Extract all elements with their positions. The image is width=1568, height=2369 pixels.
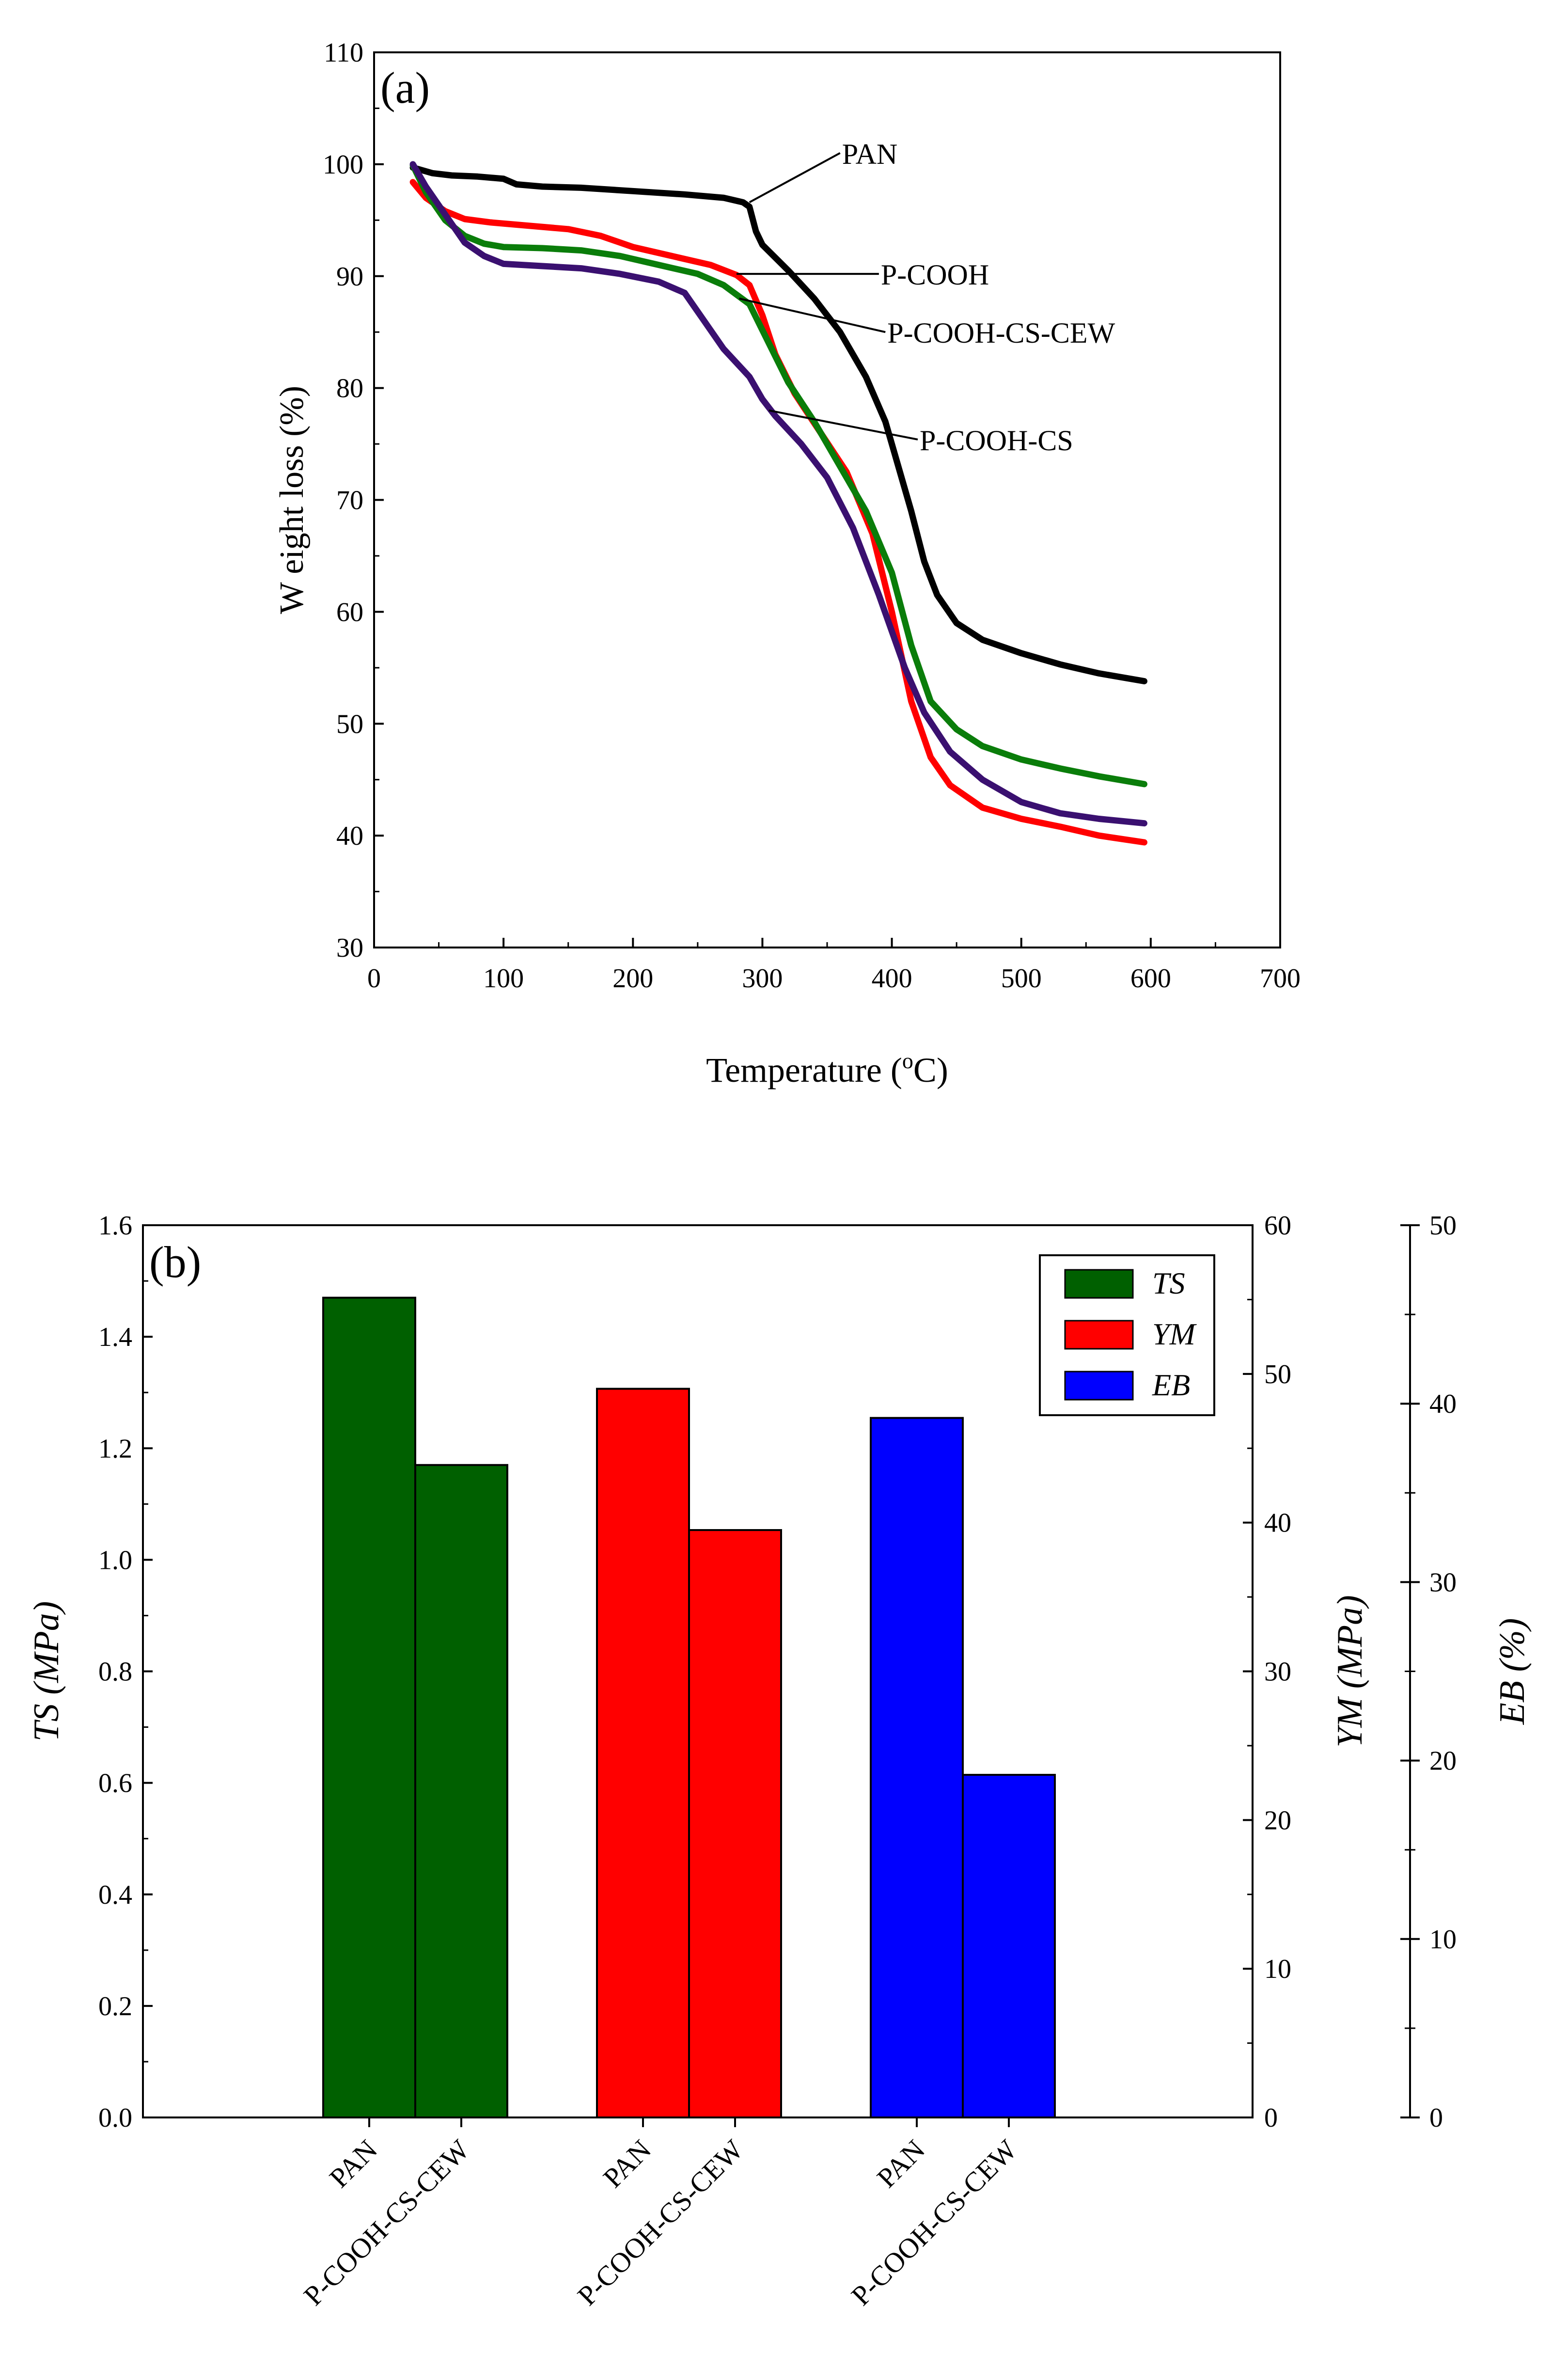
ym-axis-title: YM (MPa) <box>1330 1595 1370 1747</box>
legend-label: EB <box>1152 1368 1190 1402</box>
ts-tick-label: 1.0 <box>98 1545 132 1575</box>
series-line-p-cooh-cs-cew <box>409 162 1147 788</box>
series-line-p-cooh-cs <box>409 161 1147 827</box>
series-line-p-cooh <box>409 179 1147 846</box>
y-tick-label: 110 <box>324 38 363 68</box>
annotation-label: PAN <box>842 138 898 170</box>
x-tick-label: 0 <box>367 963 381 994</box>
ts-tick-label: 0.4 <box>98 1880 132 1910</box>
x-tick-label: 600 <box>1130 963 1171 994</box>
y-tick-label: 100 <box>323 150 363 180</box>
panel-label: (b) <box>149 1237 201 1287</box>
y-tick-label: 30 <box>336 933 363 963</box>
mechanical-properties-chart: 0.0 0.2 0.4 0.6 0.8 1.0 1.2 1.4 1.6 0 10 20 30 40 50 60… <box>27 1211 1532 2311</box>
y-tick-label: 40 <box>336 821 363 851</box>
eb-tick-label: 40 <box>1429 1389 1457 1419</box>
bar-ym-pan <box>596 1388 690 2118</box>
ym-tick-label: 20 <box>1264 1805 1291 1835</box>
eb-tick-label: 50 <box>1429 1211 1457 1241</box>
ym-tick-label: 10 <box>1264 1954 1291 1984</box>
ym-tick-label: 30 <box>1264 1657 1291 1687</box>
legend-label: YM <box>1152 1317 1197 1351</box>
annotation-leader <box>768 409 918 441</box>
eb-tick-label: 30 <box>1429 1567 1457 1597</box>
ts-tick-label: 1.6 <box>98 1211 132 1241</box>
x-axis-label-part: Temperature ( <box>706 1051 902 1090</box>
annotation-leader <box>738 297 886 333</box>
ts-tick-label: 1.2 <box>98 1434 132 1464</box>
ts-tick-label: 0.8 <box>98 1657 132 1687</box>
y-axis-label: W eight loss (%) <box>273 386 311 614</box>
ts-axis-title: TS (MPa) <box>27 1601 66 1742</box>
eb-tick-label: 0 <box>1429 2103 1443 2133</box>
x-axis-label: Temperature (oC) <box>706 1048 948 1090</box>
x-tick-label: 400 <box>872 963 912 994</box>
eb-axis-title: EB (%) <box>1492 1618 1532 1725</box>
y-tick-label: 80 <box>336 374 363 404</box>
eb-tick-label: 10 <box>1429 1925 1457 1955</box>
x-axis-label-superscript: o <box>902 1048 913 1073</box>
y-tick-label: 60 <box>336 597 363 627</box>
legend-swatch-ym <box>1064 1320 1134 1350</box>
annotation-label: P-COOH-CS <box>920 425 1073 457</box>
bar-eb-pan <box>870 1417 964 2118</box>
y-tick-label: 70 <box>336 486 363 516</box>
bar-ym-p-cooh-cs-cew <box>688 1529 782 2118</box>
eb-tick-label: 20 <box>1429 1746 1457 1776</box>
tga-chart: 0 100 200 300 400 500 600 700 30 40 50 60 70 80 90 100 1… <box>273 38 1301 1090</box>
x-category-label: P-COOH-CS-CEW <box>845 2133 1023 2311</box>
legend-swatch-eb <box>1064 1371 1134 1401</box>
ts-tick-label: 0.2 <box>98 1991 132 2022</box>
annotation-label: P-COOH-CS-CEW <box>887 317 1115 349</box>
x-tick-label: 100 <box>483 963 524 994</box>
x-tick-label: 200 <box>612 963 653 994</box>
x-category-label: P-COOH-CS-CEW <box>298 2133 475 2311</box>
x-category-label: PAN <box>871 2133 931 2194</box>
ts-tick-label: 1.4 <box>98 1322 132 1352</box>
x-category-label: PAN <box>323 2133 383 2194</box>
annotation-leader <box>749 152 841 204</box>
bar-ts-p-cooh-cs-cew <box>414 1464 508 2118</box>
x-axis-label-part: C) <box>913 1051 948 1090</box>
bar-eb-p-cooh-cs-cew <box>962 1774 1056 2118</box>
x-category-label: P-COOH-CS-CEW <box>571 2133 749 2311</box>
ym-tick-label: 60 <box>1264 1211 1291 1241</box>
ts-tick-label: 0.6 <box>98 1769 132 1799</box>
y-tick-label: 50 <box>336 709 363 739</box>
ym-tick-label: 40 <box>1264 1508 1291 1538</box>
ym-tick-label: 0 <box>1264 2103 1278 2133</box>
x-tick-label: 500 <box>1001 963 1042 994</box>
plot-frame <box>373 51 1281 948</box>
x-tick-label: 700 <box>1260 963 1301 994</box>
ym-tick-label: 50 <box>1264 1359 1291 1390</box>
x-tick-label: 300 <box>742 963 783 994</box>
series-line-pan <box>409 164 1147 684</box>
panel-label: (a) <box>380 63 430 112</box>
ts-tick-label: 0.0 <box>98 2103 132 2133</box>
legend-swatch-ts <box>1064 1269 1134 1299</box>
legend-label: TS <box>1152 1266 1185 1300</box>
y-tick-label: 90 <box>336 262 363 292</box>
annotation-label: P-COOH <box>881 259 989 291</box>
x-category-label: PAN <box>597 2133 657 2194</box>
bar-ts-pan <box>322 1296 416 2118</box>
